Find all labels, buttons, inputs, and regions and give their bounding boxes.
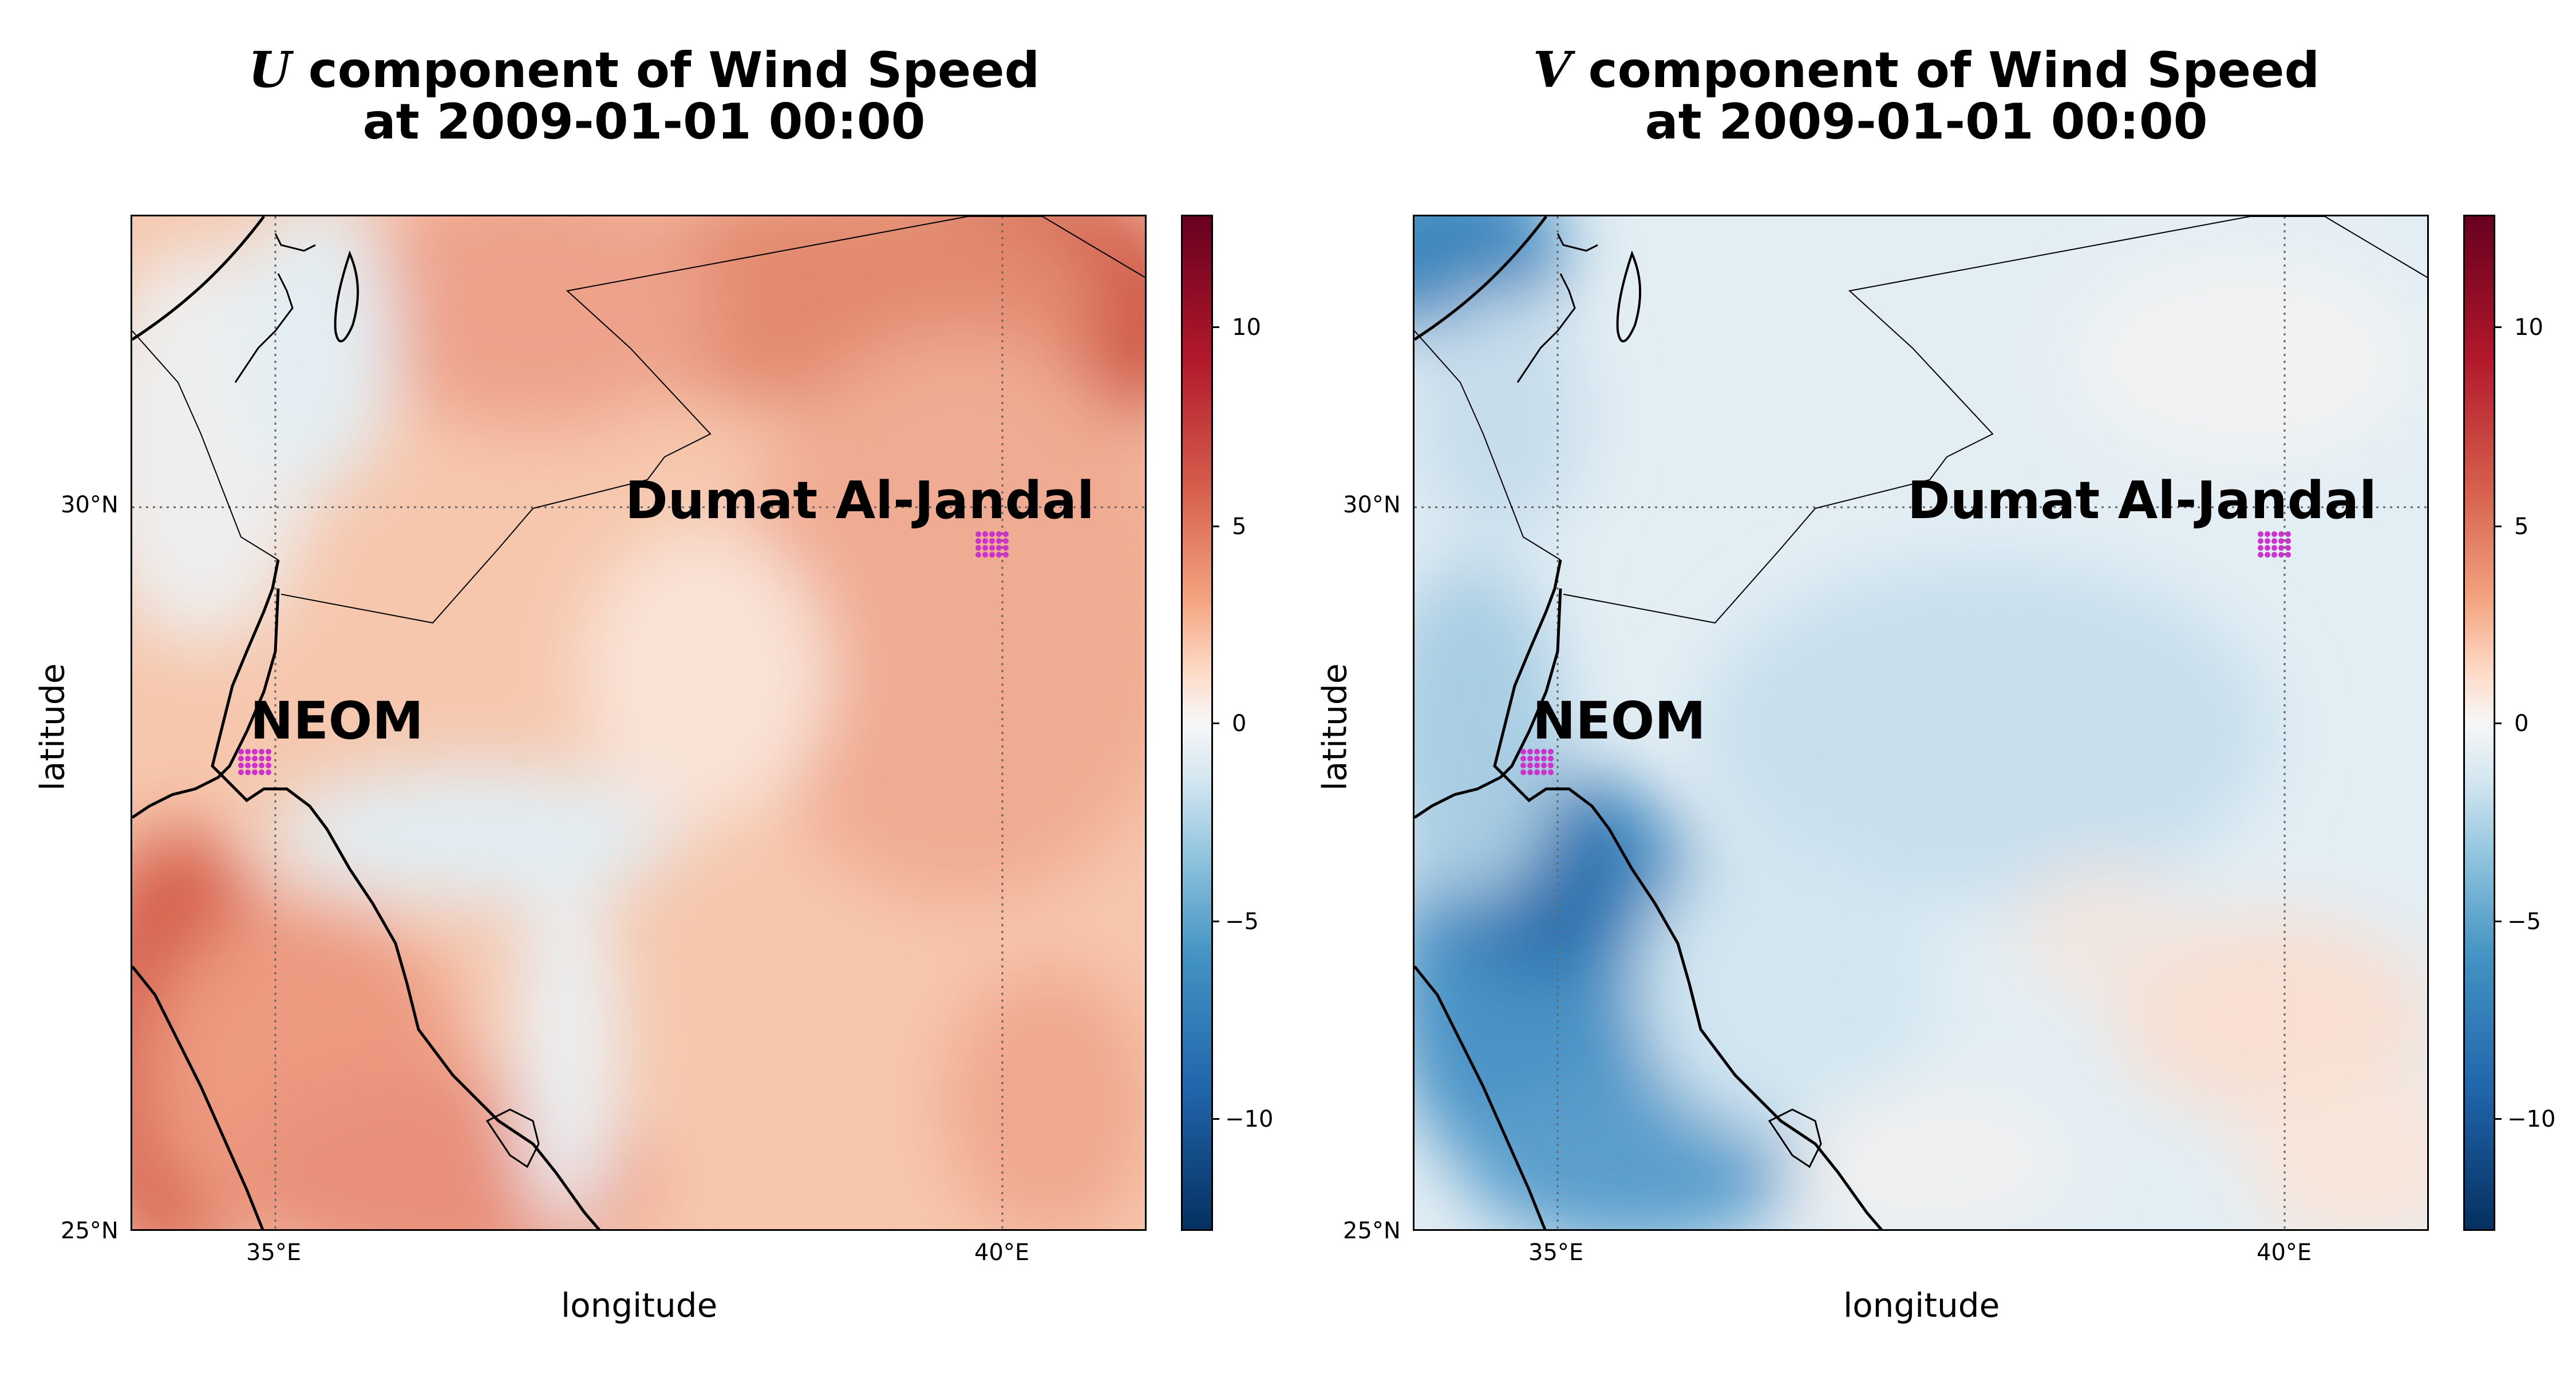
v-coastline-sinai-south [1415, 588, 1562, 819]
v-colorbar [2463, 215, 2495, 1231]
u-title-line1: component of Wind Speed [291, 42, 1040, 99]
v-neom-marker [1520, 749, 1554, 775]
u-dumat-marker [975, 531, 1009, 558]
v-neom-label: NEOM [1532, 691, 1706, 751]
u-border-egypt-israel [132, 330, 279, 560]
v-lat-tick-30: 30°N [1343, 492, 1401, 518]
v-xlabel: longitude [1843, 1286, 2000, 1325]
v-dumat-marker [2258, 531, 2291, 558]
v-title-variable: V [1532, 41, 1571, 99]
u-cbar-tick-0: 0 [1232, 710, 1247, 737]
v-island [1768, 1108, 1822, 1168]
u-title-line2: at 2009-01-01 00:00 [362, 93, 926, 151]
v-dumat-label: Dumat Al-Jandal [1907, 471, 2377, 531]
v-coastline-med [1415, 216, 1547, 341]
v-lat-tick-25: 25°N [1343, 1218, 1401, 1244]
u-dumat-label: Dumat Al-Jandal [625, 471, 1095, 531]
u-ylabel: latitude [33, 663, 72, 791]
v-border-egypt-israel [1415, 330, 1561, 560]
u-coastline-arabia [211, 559, 601, 1229]
u-wind-panel: U component of Wind Speed at 2009-01-01 … [0, 45, 1288, 1325]
v-title-line2: at 2009-01-01 00:00 [1645, 93, 2208, 151]
v-map-canvas [1415, 216, 2427, 1229]
u-coastline-sinai-south [132, 588, 280, 819]
v-cbar-tick-5: 5 [2514, 514, 2529, 540]
v-coastline-arabia [1493, 559, 1883, 1229]
v-lon-tick-40: 40°E [2257, 1239, 2312, 1266]
u-island [485, 1108, 540, 1168]
u-coastline-sinai-north [234, 233, 316, 383]
u-xlabel: longitude [561, 1286, 718, 1325]
u-cbar-tick-m10: −10 [1225, 1106, 1274, 1132]
u-panel-title: U component of Wind Speed at 2009-01-01 … [0, 45, 1288, 148]
v-cbar-tick-m10: −10 [2507, 1106, 2556, 1132]
u-coastline-med [132, 216, 265, 341]
v-cbar-tick-m5: −5 [2507, 909, 2541, 935]
u-neom-marker [238, 749, 271, 775]
v-dead-sea [1616, 250, 1642, 343]
v-title-line1: component of Wind Speed [1571, 42, 2320, 99]
v-wind-panel: V component of Wind Speed at 2009-01-01 … [1282, 0, 2570, 1374]
v-coastline-egypt [1415, 965, 1547, 1229]
v-cbar-tick-0: 0 [2514, 710, 2529, 737]
u-lon-tick-35: 35°E [246, 1239, 302, 1266]
v-border-jordan-saudi [1563, 216, 2427, 624]
v-coastline-sinai-north [1516, 233, 1598, 383]
u-map-canvas [132, 216, 1145, 1229]
u-lon-tick-40: 40°E [974, 1239, 1030, 1266]
v-panel-title: V component of Wind Speed at 2009-01-01 … [1282, 45, 2570, 148]
u-neom-label: NEOM [250, 691, 424, 751]
v-ylabel: latitude [1315, 663, 1354, 791]
u-title-variable: U [248, 41, 291, 99]
v-cbar-tick-10: 10 [2514, 314, 2543, 341]
u-map [131, 215, 1147, 1231]
u-cbar-tick-5: 5 [1232, 514, 1247, 540]
u-coastline-egypt [132, 965, 264, 1229]
u-lat-tick-25: 25°N [61, 1218, 118, 1244]
u-border-jordan-saudi [280, 216, 1145, 624]
u-dead-sea [334, 250, 359, 343]
v-map [1413, 215, 2429, 1231]
u-lat-tick-30: 30°N [61, 492, 118, 518]
u-colorbar [1181, 215, 1213, 1231]
u-cbar-tick-10: 10 [1232, 314, 1261, 341]
v-lon-tick-35: 35°E [1528, 1239, 1584, 1266]
u-cbar-tick-m5: −5 [1225, 909, 1259, 935]
